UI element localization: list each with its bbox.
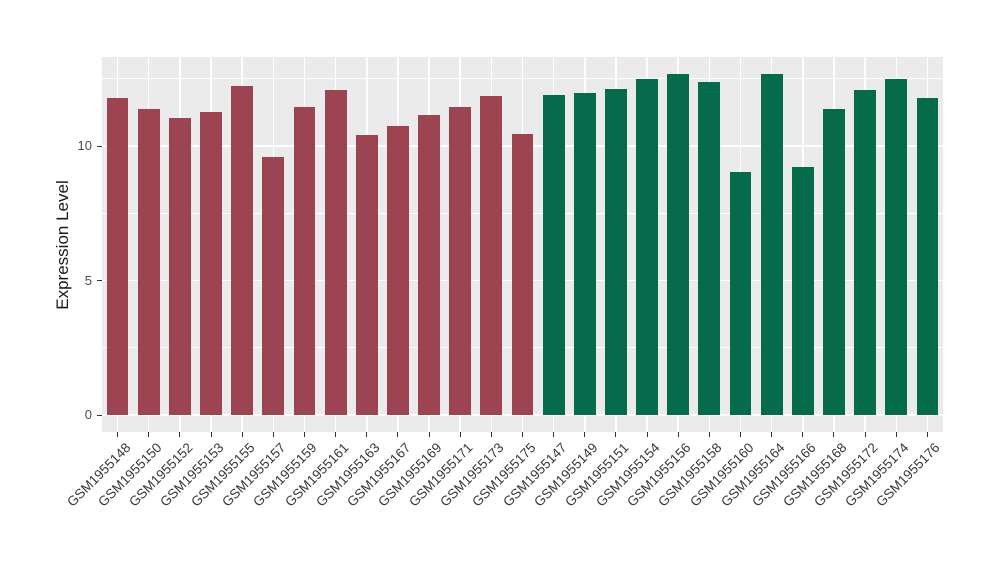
y-axis-tick xyxy=(97,280,102,281)
bar-GSM1955156 xyxy=(667,73,690,415)
x-axis-tick xyxy=(833,432,835,437)
bar-GSM1955163 xyxy=(355,134,378,415)
x-axis-tick xyxy=(397,432,399,437)
x-axis-tick xyxy=(553,432,555,437)
bar-GSM1955173 xyxy=(480,95,503,415)
x-axis-tick xyxy=(241,432,243,437)
y-axis-title: Expression Level xyxy=(53,180,72,310)
x-axis-tick xyxy=(926,432,928,437)
y-axis-tick xyxy=(97,145,102,147)
bar-GSM1955175 xyxy=(511,133,534,415)
x-axis-tick xyxy=(459,432,461,437)
x-axis-tick xyxy=(428,432,430,437)
plot-panel xyxy=(102,57,943,432)
x-axis-tick xyxy=(802,432,804,437)
bar-GSM1955169 xyxy=(418,115,440,415)
x-axis-tick xyxy=(303,432,305,437)
bar-GSM1955158 xyxy=(698,81,721,415)
horizontal-gridline-major xyxy=(102,414,943,416)
x-axis-tick xyxy=(490,432,492,437)
bar-GSM1955153 xyxy=(200,112,222,415)
x-axis-tick xyxy=(708,432,710,437)
bar-GSM1955159 xyxy=(293,106,316,415)
x-axis-tick xyxy=(771,432,773,437)
bar-GSM1955167 xyxy=(387,125,409,415)
x-axis-tick xyxy=(522,432,523,437)
y-axis-tick-label: 5 xyxy=(84,272,92,288)
bar-GSM1955149 xyxy=(573,93,596,415)
x-axis-tick xyxy=(148,432,150,437)
x-axis-tick xyxy=(272,432,274,437)
bar-GSM1955168 xyxy=(823,108,845,415)
x-axis-tick xyxy=(210,432,212,437)
x-axis-tick xyxy=(740,432,742,437)
bar-GSM1955160 xyxy=(729,172,752,415)
bar-GSM1955172 xyxy=(854,89,877,415)
bar-GSM1955157 xyxy=(262,156,285,415)
x-axis-tick xyxy=(864,432,866,437)
bar-GSM1955150 xyxy=(137,109,160,415)
bar-GSM1955147 xyxy=(542,95,565,415)
x-axis-tick xyxy=(179,432,181,437)
bar-GSM1955161 xyxy=(324,89,347,415)
bar-GSM1955155 xyxy=(231,86,254,415)
horizontal-gridline-minor xyxy=(102,78,943,80)
x-axis-tick xyxy=(335,432,337,437)
x-axis-tick xyxy=(366,432,368,437)
x-axis-tick xyxy=(117,432,119,437)
x-axis-tick xyxy=(615,432,617,437)
bar-GSM1955164 xyxy=(760,73,783,415)
bar-GSM1955148 xyxy=(106,97,129,415)
bar-GSM1955151 xyxy=(605,88,627,415)
x-axis-tick xyxy=(584,432,586,437)
bar-GSM1955166 xyxy=(791,167,814,415)
bar-GSM1955176 xyxy=(916,98,939,415)
x-axis-tick xyxy=(677,432,679,437)
y-axis-tick-label: 0 xyxy=(84,407,92,422)
bar-GSM1955171 xyxy=(449,106,472,415)
y-axis-tick-label: 10 xyxy=(77,138,92,153)
x-axis-tick xyxy=(646,432,648,437)
x-axis-tick xyxy=(895,432,897,437)
bar-GSM1955152 xyxy=(168,118,191,415)
bar-GSM1955174 xyxy=(885,78,908,415)
bar-GSM1955154 xyxy=(636,79,658,415)
y-axis-tick xyxy=(97,414,102,416)
